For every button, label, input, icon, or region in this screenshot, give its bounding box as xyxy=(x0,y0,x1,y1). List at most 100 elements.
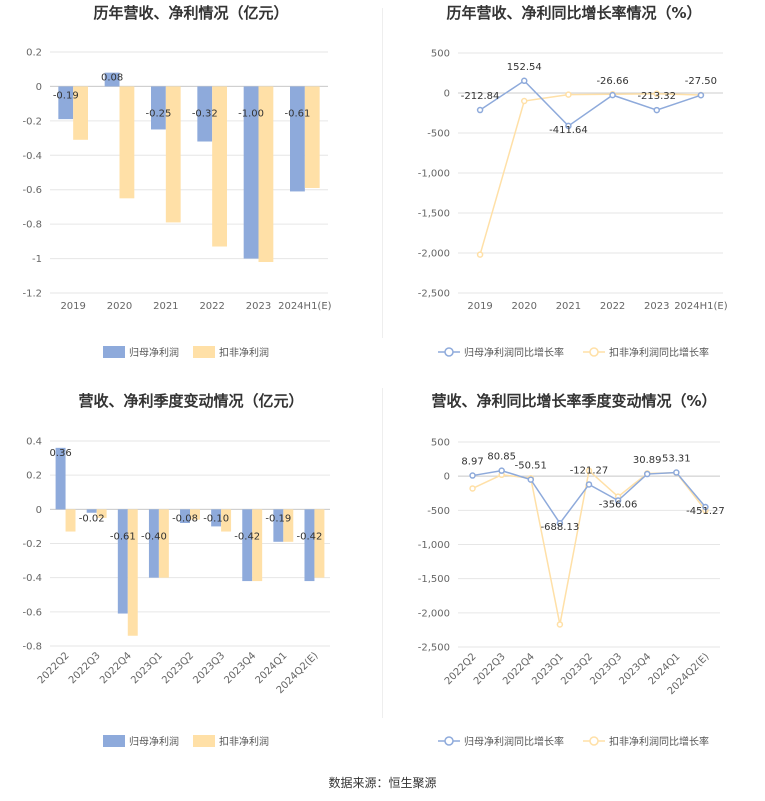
x-tick-label: 2019 xyxy=(60,301,85,312)
y-tick-label: 0 xyxy=(444,472,450,483)
point-deducted-growth xyxy=(653,90,660,98)
panel-divider-top xyxy=(382,8,383,338)
y-tick-label: 500 xyxy=(431,49,450,60)
data-label: -27.50 xyxy=(685,76,717,87)
bar-deducted-net-profit xyxy=(127,509,138,636)
point-parent-growth xyxy=(673,469,680,476)
bar-deducted-net-profit xyxy=(190,509,200,520)
annual-growth-svg: 历年营收、净利同比增长率情况（%） 500 0 -500 -1,000 -1,500 -2,… xyxy=(418,4,728,359)
data-source-label: 数据来源： xyxy=(328,776,389,790)
y-tick-label: 500 xyxy=(431,438,450,449)
data-label: 152.54 xyxy=(507,62,542,73)
x-tick-label: 2023Q3 xyxy=(191,650,227,686)
point-parent-growth xyxy=(697,91,705,99)
legend-marker-parent xyxy=(444,736,454,746)
bar-deducted-net-profit xyxy=(165,86,181,223)
y-tick-label: -1,500 xyxy=(418,574,450,585)
x-tick-label: 2023 xyxy=(644,301,669,312)
x-tick-label: 2024H1(E) xyxy=(674,301,728,312)
data-label: -0.42 xyxy=(234,531,260,542)
data-label: -0.19 xyxy=(265,513,291,524)
bar-deducted-net-profit xyxy=(304,86,320,188)
y-tick-label: 0.2 xyxy=(26,48,42,59)
chart-title: 历年营收、净利同比增长率情况（%） xyxy=(446,4,701,22)
data-label: -121.27 xyxy=(570,465,609,476)
chart-title: 营收、净利同比增长率季度变动情况（%） xyxy=(431,392,716,410)
point-deducted-growth xyxy=(469,485,476,492)
bar-parent-net-profit xyxy=(242,509,253,582)
y-tick-label: -1.2 xyxy=(22,289,42,300)
data-label: -688.13 xyxy=(541,522,580,533)
y-tick-label: -1,500 xyxy=(418,209,450,220)
point-parent-growth xyxy=(476,106,484,114)
x-tick-label: 2023Q1 xyxy=(129,650,165,686)
quarterly-profit-chart: 营收、净利季度变动情况（亿元） 0.4 0.2 0 -0.2 -0.4 -0.6 -0.8 20… xyxy=(0,385,382,763)
point-deducted-growth xyxy=(585,467,593,474)
y-tick-label: 0 xyxy=(36,505,42,516)
legend-swatch-parent xyxy=(103,735,125,747)
annual-profit-chart: 历年营收、净利情况（亿元） 0.2 0 -0.2 -0.4 -0.6 -0.8 -1 -1.2 2… xyxy=(0,0,382,378)
data-label: -212.84 xyxy=(461,91,500,102)
y-tick-label: 0 xyxy=(36,82,42,93)
bar-parent-net-profit xyxy=(148,509,159,578)
x-tick-label: 2022Q3 xyxy=(67,650,103,686)
legend-label-deducted: 扣非净利润 xyxy=(219,735,269,748)
bar-parent-net-profit xyxy=(197,86,213,142)
bar-parent-net-profit xyxy=(117,509,128,614)
y-tick-label: -1,000 xyxy=(418,540,450,551)
bar-deducted-net-profit xyxy=(119,86,135,199)
data-label: -0.08 xyxy=(172,513,198,524)
data-label: -0.61 xyxy=(110,531,136,542)
legend-swatch-deducted xyxy=(193,346,215,358)
data-label: -0.19 xyxy=(53,90,79,101)
point-parent-growth xyxy=(702,503,709,511)
legend-swatch-deducted xyxy=(193,735,215,747)
point-parent-growth xyxy=(653,106,660,114)
x-tick-label: 2022Q2 xyxy=(36,650,72,686)
legend-label-deducted: 扣非净利润 xyxy=(219,346,269,359)
data-source-name: 恒生聚源 xyxy=(388,776,437,790)
data-label: -0.61 xyxy=(284,108,310,119)
data-label: -213.32 xyxy=(637,91,676,102)
y-tick-label: -2,000 xyxy=(418,608,450,619)
y-tick-label: -2,000 xyxy=(418,249,450,260)
bar-parent-net-profit xyxy=(304,509,315,582)
point-parent-growth xyxy=(521,77,528,85)
data-label: -0.02 xyxy=(79,513,105,524)
data-label: -1.00 xyxy=(238,108,264,119)
bar-deducted-net-profit xyxy=(314,509,325,578)
y-tick-label: 0.4 xyxy=(26,437,42,448)
x-tick-label: 2021 xyxy=(556,301,581,312)
quarterly-profit-svg: 营收、净利季度变动情况（亿元）0.40.20-0.2-0.4-0.6-0.820… xyxy=(22,392,330,748)
point-deducted-growth xyxy=(476,251,484,258)
y-tick-label: -0.4 xyxy=(22,151,42,162)
bar-parent-net-profit xyxy=(243,86,259,259)
bar-parent-net-profit xyxy=(86,509,97,513)
y-tick-label: -0.8 xyxy=(22,642,42,653)
y-tick-label: -0.4 xyxy=(22,573,42,584)
data-label: -451.27 xyxy=(686,506,725,517)
quarterly-growth-chart: 营收、净利同比增长率季度变动情况（%） 500 0 -500 -1,000 -1,500 -… xyxy=(383,385,765,763)
x-tick-label: 2022 xyxy=(600,301,625,312)
bar-parent-net-profit xyxy=(58,86,74,120)
y-tick-label: -500 xyxy=(427,129,450,140)
panel-divider-bottom xyxy=(382,388,383,718)
legend-marker-parent xyxy=(444,347,454,357)
y-tick-label: -2,500 xyxy=(418,289,450,300)
x-tick-label: 2021 xyxy=(153,301,178,312)
legend-label-parent: 归母净利润 xyxy=(129,735,179,748)
data-label: -0.10 xyxy=(203,513,229,524)
bar-deducted-net-profit xyxy=(258,86,274,263)
line-deducted-growth xyxy=(472,469,707,625)
y-tick-label: -1 xyxy=(32,254,42,265)
legend-label-deducted: 扣非净利润同比增长率 xyxy=(609,346,709,359)
quarterly-growth-svg: 营收、净利同比增长率季度变动情况（%） 500 0 -500 -1,000 -1,500 -… xyxy=(418,392,725,748)
legend-label-parent: 归母净利润 xyxy=(129,346,179,359)
bar-parent-net-profit xyxy=(151,86,166,130)
y-tick-label: -0.2 xyxy=(22,539,42,550)
x-tick-label: 2020 xyxy=(512,301,537,312)
bar-parent-net-profit xyxy=(273,509,284,542)
bar-parent-net-profit xyxy=(180,509,190,523)
annual-profit-svg: 历年营收、净利情况（亿元） 0.2 0 -0.2 -0.4 -0.6 -0.8 -1 -1.2 2… xyxy=(22,4,331,359)
data-label: -0.32 xyxy=(192,108,218,119)
